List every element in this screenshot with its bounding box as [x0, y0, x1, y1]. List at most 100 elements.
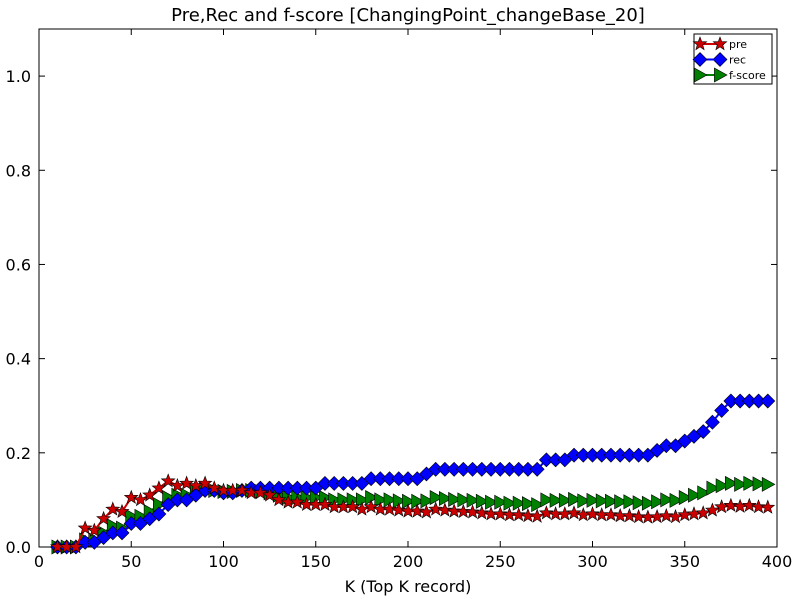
data-point-pre — [271, 492, 287, 507]
data-point-f-score — [752, 476, 767, 492]
data-point-f-score — [522, 496, 536, 512]
legend-label-pre: pre — [729, 38, 747, 51]
data-point-f-score — [641, 495, 656, 511]
data-point-pre — [511, 507, 527, 522]
data-point-pre — [289, 494, 305, 509]
x-tick-label: 100 — [208, 552, 239, 571]
x-tick-label: 0 — [34, 552, 44, 571]
data-point-f-score — [457, 492, 471, 508]
data-point-f-score — [715, 478, 730, 494]
data-point-pre — [695, 505, 711, 520]
data-point-f-score — [761, 476, 776, 492]
data-point-f-score — [586, 492, 601, 508]
data-point-pre — [345, 499, 361, 514]
legend: pre rec f-score — [692, 33, 773, 85]
data-point-pre — [77, 520, 93, 535]
data-point-pre — [603, 507, 619, 522]
legend-label-rec: rec — [729, 54, 746, 67]
x-axis-label: K (Top K record) — [345, 577, 472, 596]
data-point-f-score — [595, 493, 610, 509]
y-tick-label: 0.6 — [6, 255, 31, 274]
data-point-pre — [96, 510, 112, 526]
data-point-pre — [86, 522, 102, 537]
x-tick-label: 250 — [485, 552, 516, 571]
data-point-pre — [428, 501, 444, 516]
data-point-pre — [409, 503, 425, 518]
data-point-f-score — [688, 487, 702, 503]
legend-marker-rec — [712, 52, 728, 67]
y-tick-label: 1.0 — [6, 67, 31, 86]
x-tick-label: 350 — [669, 552, 700, 571]
data-point-f-score — [503, 495, 518, 511]
data-point-f-score — [678, 490, 693, 506]
data-point-pre — [538, 505, 554, 520]
legend-marker-pre — [712, 36, 728, 51]
data-point-pre — [631, 509, 647, 524]
series-pre — [49, 473, 776, 554]
data-point-f-score — [466, 492, 481, 508]
series-group — [49, 393, 776, 555]
data-point-f-score — [743, 475, 757, 491]
data-point-pre — [114, 503, 130, 518]
data-point-pre — [751, 499, 767, 514]
data-point-pre — [252, 484, 268, 500]
x-tick-label: 300 — [577, 552, 608, 571]
data-point-f-score — [669, 492, 684, 508]
data-point-pre — [741, 497, 757, 512]
data-point-f-score — [420, 493, 435, 509]
data-point-f-score — [558, 492, 573, 508]
data-point-f-score — [429, 490, 444, 506]
data-point-f-score — [475, 493, 490, 509]
data-point-pre — [317, 496, 333, 511]
data-point-f-score — [660, 492, 674, 508]
data-point-pre — [723, 497, 739, 512]
data-point-pre — [234, 482, 250, 497]
data-point-pre — [123, 489, 139, 504]
legend-marker-f-score — [714, 67, 728, 83]
data-point-rec — [114, 525, 130, 541]
data-point-f-score — [577, 493, 591, 509]
data-point-pre — [105, 501, 121, 516]
data-point-f-score — [494, 494, 508, 510]
data-point-pre — [455, 503, 471, 519]
x-tick-label: 200 — [393, 552, 424, 571]
data-point-pre — [658, 508, 674, 523]
data-point-f-score — [623, 494, 638, 510]
data-point-f-score — [651, 494, 665, 510]
data-point-f-score — [724, 475, 739, 491]
data-point-rec — [714, 403, 730, 418]
data-point-f-score — [734, 476, 748, 492]
y-axis: 0.0 0.2 0.4 0.6 0.8 1.0 — [6, 67, 777, 557]
data-point-f-score — [402, 493, 416, 509]
data-point-rec — [760, 393, 776, 409]
data-point-f-score — [568, 491, 582, 507]
data-point-f-score — [605, 493, 619, 509]
data-point-pre — [520, 508, 536, 523]
x-tick-label: 150 — [300, 552, 331, 571]
data-point-f-score — [697, 485, 711, 501]
plot-area — [38, 28, 778, 548]
data-point-pre — [382, 501, 398, 516]
data-point-pre — [363, 499, 379, 514]
data-point-f-score — [632, 495, 647, 511]
data-point-rec — [151, 506, 167, 522]
data-point-f-score — [549, 492, 564, 508]
x-axis: 0 50 100 150 200 250 300 350 400 — [34, 29, 792, 571]
data-point-pre — [465, 504, 481, 519]
data-point-pre — [621, 508, 637, 523]
x-tick-label: 400 — [762, 552, 793, 571]
legend-marker-pre — [692, 36, 708, 51]
chart-title: Pre,Rec and f-score [ChangingPoint_chang… — [171, 5, 645, 26]
data-point-pre — [391, 502, 407, 517]
x-tick-label: 50 — [121, 552, 141, 571]
data-point-pre — [529, 508, 545, 523]
data-point-pre — [68, 539, 84, 554]
data-point-pre — [418, 504, 434, 519]
legend-label-f-score: f-score — [729, 69, 766, 82]
data-point-f-score — [614, 494, 628, 510]
data-point-pre — [262, 487, 278, 502]
data-point-pre — [492, 506, 508, 521]
data-point-pre — [584, 506, 601, 521]
data-point-pre — [704, 502, 720, 517]
